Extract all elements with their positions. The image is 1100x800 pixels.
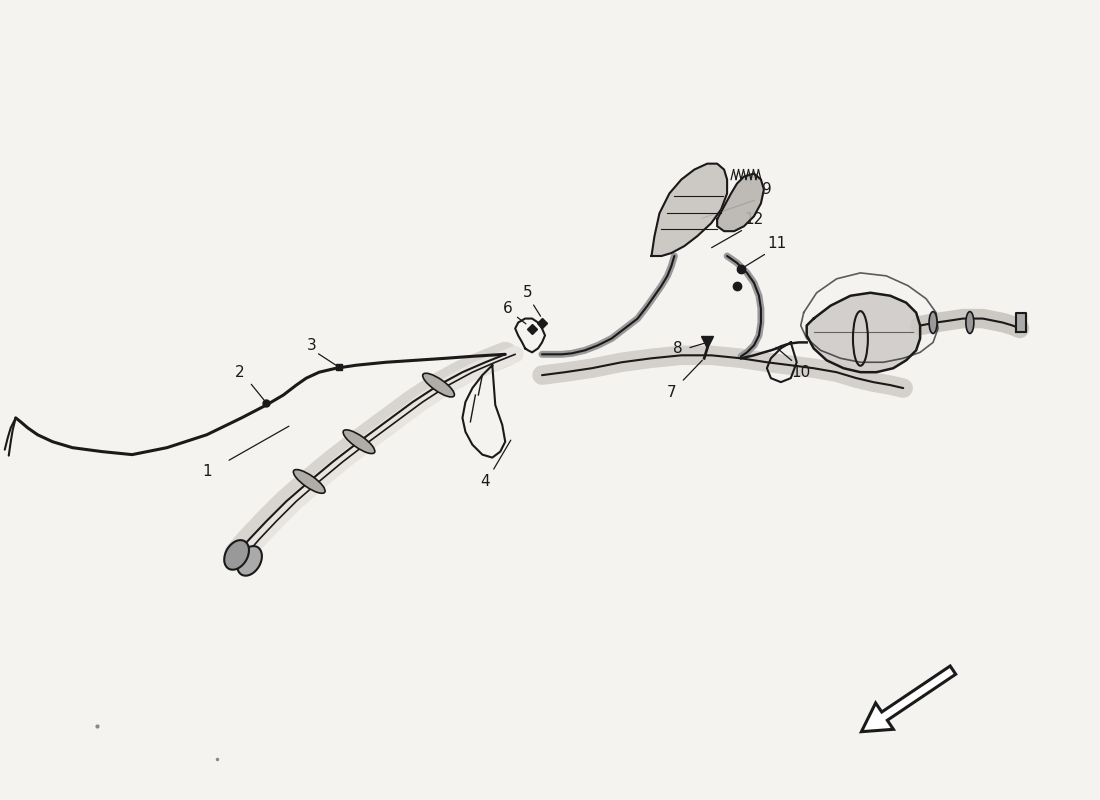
- Polygon shape: [806, 293, 920, 372]
- Text: 8: 8: [672, 341, 682, 356]
- Text: 10: 10: [791, 365, 811, 380]
- Ellipse shape: [422, 374, 454, 397]
- Text: 4: 4: [481, 474, 491, 489]
- Text: 3: 3: [306, 338, 316, 353]
- Polygon shape: [717, 174, 763, 231]
- Text: 5: 5: [524, 286, 532, 300]
- Ellipse shape: [238, 546, 262, 576]
- Ellipse shape: [343, 430, 375, 454]
- Text: 2: 2: [234, 365, 244, 380]
- Text: 6: 6: [504, 301, 513, 316]
- Ellipse shape: [224, 540, 249, 570]
- Text: 9: 9: [762, 182, 772, 197]
- Text: 11: 11: [767, 235, 786, 250]
- Text: 12: 12: [745, 212, 763, 226]
- Ellipse shape: [966, 312, 974, 334]
- Ellipse shape: [294, 470, 326, 494]
- FancyArrow shape: [861, 666, 956, 732]
- Ellipse shape: [930, 312, 937, 334]
- Polygon shape: [1015, 313, 1025, 333]
- Text: 1: 1: [202, 464, 211, 479]
- Text: 7: 7: [667, 385, 676, 399]
- Polygon shape: [651, 164, 727, 256]
